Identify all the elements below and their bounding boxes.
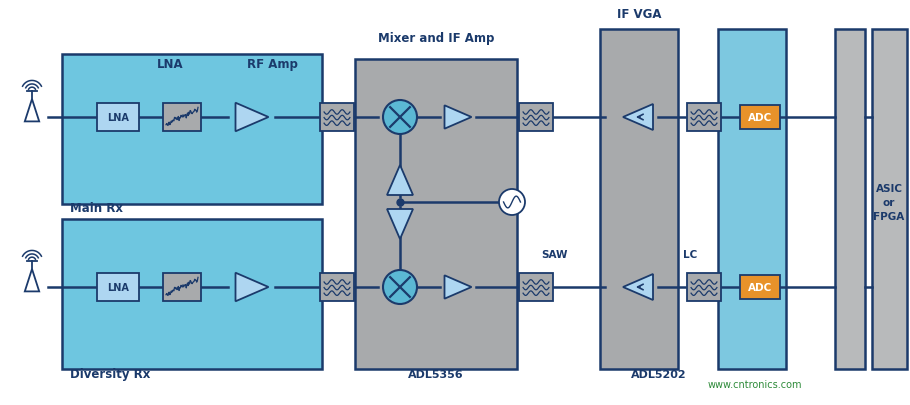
Bar [62,55,322,205]
Text: Mixer and IF Amp: Mixer and IF Amp [378,32,494,45]
Bar [872,30,907,369]
Bar [740,106,780,130]
Bar [687,104,721,132]
Bar [600,30,678,369]
Bar [97,273,139,301]
Bar [718,30,786,369]
Bar [97,104,139,132]
Bar [163,104,201,132]
Text: Diversity Rx: Diversity Rx [70,367,150,380]
Bar [62,220,322,369]
Bar [687,273,721,301]
Text: ADL5356: ADL5356 [409,369,464,379]
Bar [163,273,201,301]
Text: LNA: LNA [157,58,183,71]
Text: www.cntronics.com: www.cntronics.com [708,379,803,389]
Bar [519,273,553,301]
Bar [519,104,553,132]
Text: ADL5202: ADL5202 [632,369,687,379]
Polygon shape [236,273,268,302]
Polygon shape [387,166,413,196]
Polygon shape [236,103,268,132]
Bar [835,30,865,369]
Text: LNA: LNA [107,282,129,292]
Bar [740,275,780,299]
Bar [163,273,201,301]
Text: LC: LC [682,249,697,259]
Polygon shape [623,105,653,131]
Circle shape [383,101,417,135]
Circle shape [499,190,525,215]
Text: ADC: ADC [748,282,772,292]
Circle shape [383,270,417,304]
Text: ASIC
or
FPGA: ASIC or FPGA [874,183,905,222]
Text: IF VGA: IF VGA [617,8,662,21]
Text: LNA: LNA [107,113,129,123]
Text: Main Rx: Main Rx [70,202,123,215]
Text: SAW: SAW [541,249,568,259]
Text: RF Amp: RF Amp [247,58,298,71]
Polygon shape [444,106,471,129]
Polygon shape [387,209,413,239]
Text: ADC: ADC [748,113,772,123]
Polygon shape [444,276,471,299]
Bar [163,104,201,132]
Bar [355,60,517,369]
Bar [320,104,354,132]
Bar [320,273,354,301]
Polygon shape [623,274,653,300]
